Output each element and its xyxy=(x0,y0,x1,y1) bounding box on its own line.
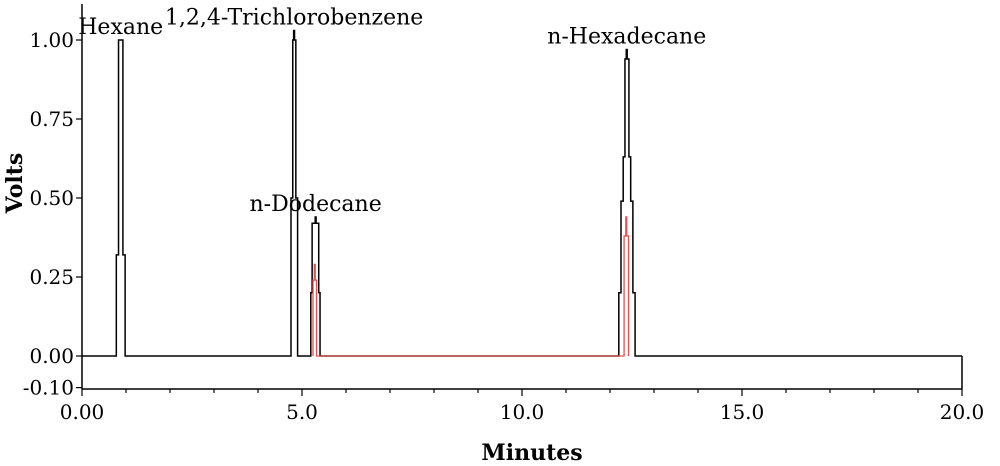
y-tick-label: 0.00 xyxy=(29,344,74,368)
y-tick-label: -0.10 xyxy=(23,376,74,400)
axes: -0.100.000.250.500.751.000.00 5.0 10.0 15.0… xyxy=(23,4,985,424)
y-tick-label: 0.50 xyxy=(29,186,74,210)
x-tick-label: 0.00 xyxy=(60,400,105,424)
peak-label: Hexane xyxy=(78,15,163,40)
x-tick-label: 20.0 xyxy=(940,400,985,424)
peak-label: n-Dodecane xyxy=(250,192,382,217)
y-axis-title: Volts xyxy=(2,153,28,215)
y-tick-label: 0.25 xyxy=(29,265,74,289)
series-line-1 xyxy=(82,29,962,357)
y-tick-label: 1.00 xyxy=(29,28,74,52)
x-tick-label: 15.0 xyxy=(720,400,765,424)
peak-label: n-Hexadecane xyxy=(547,24,706,49)
series-layer xyxy=(82,29,962,357)
peak-label: 1,2,4-Trichlorobenzene xyxy=(165,6,423,31)
peak-annotations: Hexane 1,2,4-Trichlorobenzene n-Dodecane n-… xyxy=(78,6,706,217)
x-tick-label: 10.0 xyxy=(500,400,545,424)
x-axis-title: Minutes xyxy=(481,440,582,466)
series-line-2 xyxy=(312,216,630,357)
y-tick-label: 0.75 xyxy=(29,107,74,131)
x-tick-label: 5.0 xyxy=(286,400,318,424)
